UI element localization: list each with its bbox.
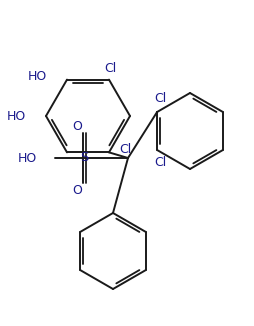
Text: Cl: Cl (118, 143, 131, 156)
Text: S: S (80, 151, 88, 164)
Text: HO: HO (18, 152, 37, 165)
Text: HO: HO (28, 70, 47, 83)
Text: Cl: Cl (153, 92, 166, 105)
Text: Cl: Cl (103, 62, 116, 75)
Text: O: O (72, 184, 82, 197)
Text: O: O (72, 120, 82, 132)
Text: HO: HO (7, 110, 26, 123)
Text: Cl: Cl (153, 156, 166, 169)
